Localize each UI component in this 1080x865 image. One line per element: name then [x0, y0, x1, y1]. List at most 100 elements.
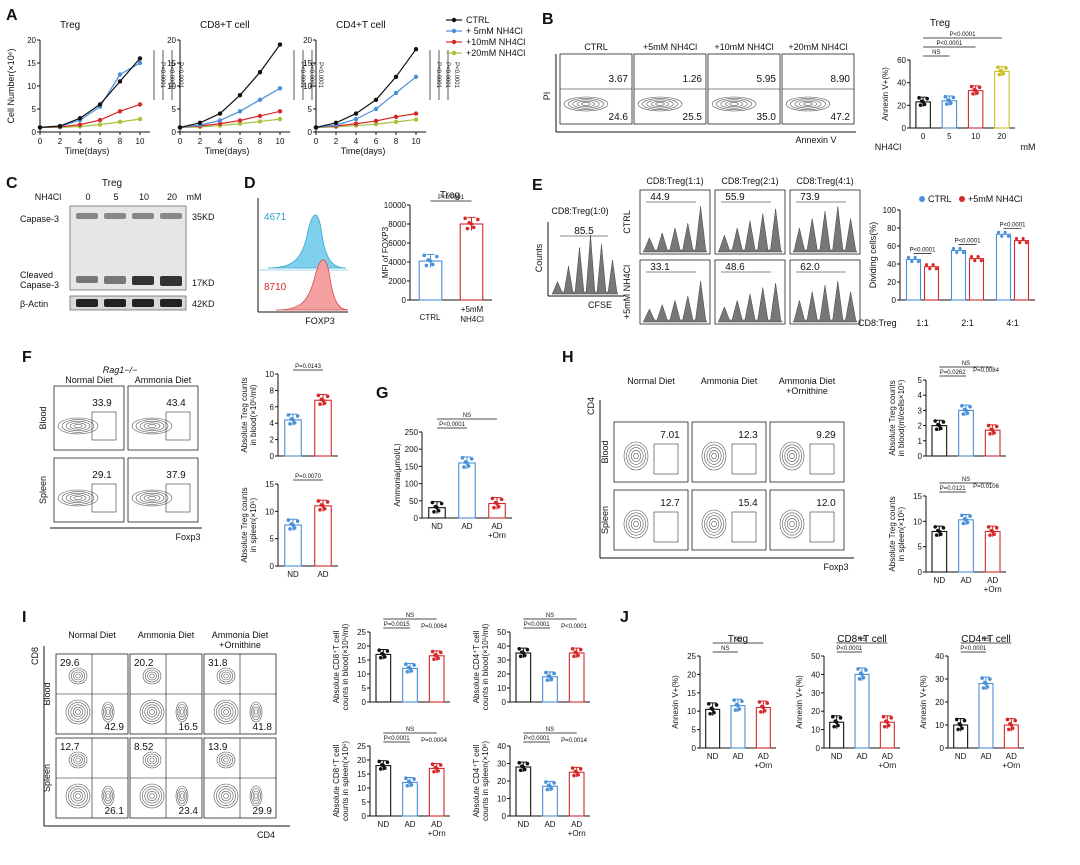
contour-ring: [178, 706, 186, 718]
contour-ring: [252, 790, 260, 802]
series-point: [373, 97, 379, 103]
series-point: [393, 74, 399, 80]
contour-ring: [216, 667, 236, 685]
y-tick-label: 0: [502, 812, 507, 821]
contour-ring: [716, 98, 752, 110]
data-point: [943, 94, 948, 99]
y-tick-label: 10000: [384, 201, 407, 210]
y-tick-label: 60: [897, 56, 906, 65]
quadrant-lower-right: 23.4: [179, 806, 199, 817]
data-point: [981, 686, 986, 690]
y-tick-label: 2: [270, 436, 275, 445]
panel-letter: B: [542, 11, 554, 28]
data-point: [732, 698, 736, 702]
data-point: [435, 505, 439, 510]
data-point: [941, 420, 946, 424]
blot-kd: 35KD: [192, 212, 215, 222]
hist-mfi-bottom: 8710: [264, 282, 287, 293]
flow-column-title: Ammonia Diet: [138, 630, 195, 640]
x-tick-label: 6: [98, 137, 103, 146]
cfse-col-title: CD8:Treg(2:1): [721, 176, 778, 186]
blot-band: [76, 299, 98, 307]
contour-ring: [218, 704, 234, 720]
quadrant-lower-right: 29.9: [253, 806, 273, 817]
data-point: [476, 217, 480, 222]
legend-label: CTRL: [928, 194, 952, 204]
y-axis-label: Cell Number(×10⁶): [6, 49, 16, 124]
series-point: [373, 106, 379, 112]
cfse-value: 48.6: [725, 262, 745, 273]
series-line-10mM: [315, 113, 417, 128]
subplot-title: Treg: [60, 20, 80, 31]
F-bar-spleen-bar: [314, 505, 332, 567]
y-tick-label: 15: [265, 480, 274, 489]
flow-column-title: Ammonia Diet: [135, 375, 192, 385]
contour-ring: [142, 667, 162, 685]
series-point: [97, 102, 103, 107]
contour-ring: [68, 702, 88, 722]
data-point: [977, 85, 982, 90]
series-point: [137, 56, 143, 61]
pval-label: P<0.0001: [435, 62, 441, 89]
y-tick-label: 0: [362, 812, 367, 821]
data-point: [918, 103, 923, 107]
y-tick-label: 20: [811, 707, 820, 716]
y-tick-label: 15: [357, 770, 366, 779]
contour-ring: [149, 673, 155, 679]
data-point: [434, 654, 439, 658]
gate-value: 12.3: [738, 430, 758, 441]
flow-row-label: Blood: [600, 440, 610, 463]
panel-letter: D: [244, 175, 256, 192]
contour-ring: [65, 420, 91, 432]
category-label: AD: [491, 522, 502, 531]
y-tick-label: 10: [497, 684, 506, 693]
category-label: AD: [960, 576, 971, 585]
data-point: [964, 518, 968, 522]
quadrant-upper: 8.90: [831, 74, 851, 85]
contour-ring: [142, 751, 162, 769]
flow-plot: [691, 421, 767, 483]
H-bar-spleen-bar: [958, 519, 974, 573]
data-point: [1024, 241, 1028, 245]
series-point: [97, 122, 103, 127]
x-tick-label: 4: [218, 137, 223, 146]
contour-ring: [147, 424, 157, 428]
data-point: [934, 533, 939, 537]
contour-ring: [706, 447, 722, 465]
sig-label: P<0.0001: [561, 624, 588, 630]
data-point: [469, 457, 474, 461]
contour-ring: [72, 706, 84, 718]
y-tick-label: 20: [887, 278, 896, 287]
contour-ring: [798, 100, 818, 108]
y-tick-label: 40: [897, 79, 906, 88]
flow-y-label: CD4: [586, 397, 596, 415]
quadrant-lower-right: 26.1: [105, 806, 125, 817]
quadrant-lower-right: 42.9: [105, 722, 125, 733]
contour-ring: [220, 790, 232, 802]
quadrant-upper-left: 20.2: [134, 658, 154, 669]
category-label: NH4Cl: [460, 315, 484, 324]
data-point: [941, 526, 946, 530]
data-point: [832, 724, 836, 729]
sig-label: P=0.0106: [973, 484, 1000, 490]
y-axis-label: Absolute Treg counts: [888, 380, 897, 455]
quadrant-upper-left: 29.6: [60, 658, 80, 669]
data-point: [295, 414, 300, 418]
series-line-20mM: [179, 118, 281, 128]
legend-marker: [959, 196, 965, 202]
flow-column-title: +Ornithine: [219, 640, 261, 650]
data-point: [471, 225, 476, 230]
series-point: [217, 111, 223, 116]
y-axis-label: counts in spleen(×10⁶): [341, 741, 350, 821]
data-point: [430, 262, 435, 267]
data-point: [325, 500, 330, 504]
data-point: [924, 263, 929, 267]
data-point: [318, 402, 322, 406]
y-tick-label: 0: [32, 128, 37, 137]
sig-label: NS: [858, 637, 866, 643]
y-tick-label: 80: [887, 224, 896, 233]
x-tick-label: 2: [58, 137, 63, 146]
contour-ring: [784, 515, 800, 533]
data-point: [958, 723, 963, 727]
series-point: [237, 93, 243, 98]
